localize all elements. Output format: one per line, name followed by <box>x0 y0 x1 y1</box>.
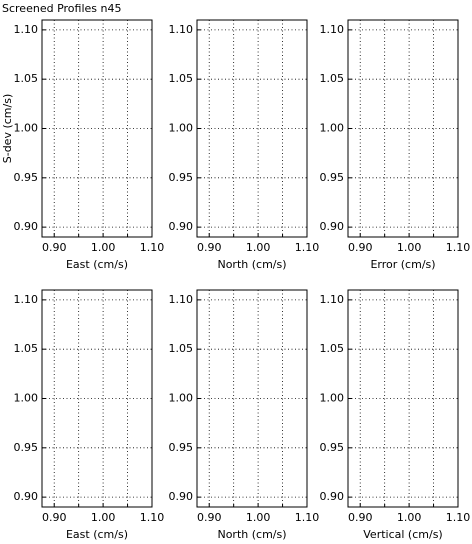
plot-frame <box>347 19 459 238</box>
x-axis-label: East (cm/s) <box>66 528 128 541</box>
x-tick-label: 0.90 <box>348 511 373 524</box>
plot-frame <box>196 289 308 508</box>
y-tick-label: 1.10 <box>169 293 194 306</box>
x-tick-label: 1.10 <box>446 241 471 254</box>
plot-frame <box>41 19 153 238</box>
x-tick-label: 1.00 <box>397 241 422 254</box>
y-tick-label: 1.05 <box>14 342 39 355</box>
x-tick-label: 0.90 <box>348 241 373 254</box>
y-tick-label: 1.10 <box>14 293 39 306</box>
y-tick-label: 1.10 <box>320 23 345 36</box>
x-axis-label: North (cm/s) <box>217 528 286 541</box>
x-tick-label: 1.00 <box>246 511 271 524</box>
x-tick-label: 1.00 <box>246 241 271 254</box>
x-tick-label: 0.90 <box>197 241 222 254</box>
x-tick-label: 0.90 <box>42 241 67 254</box>
y-tick-label: 1.10 <box>320 293 345 306</box>
y-tick-label: 1.10 <box>169 23 194 36</box>
x-tick-label: 0.90 <box>197 511 222 524</box>
y-tick-label: 1.00 <box>320 122 345 135</box>
y-tick-label: 0.95 <box>14 171 39 184</box>
x-tick-label: 1.10 <box>295 241 320 254</box>
y-tick-label: 1.05 <box>169 342 194 355</box>
x-axis-label: East (cm/s) <box>66 258 128 271</box>
x-tick-label: 1.00 <box>397 511 422 524</box>
x-tick-label: 1.00 <box>91 241 116 254</box>
x-axis-label: Error (cm/s) <box>370 258 435 271</box>
x-tick-label: 1.10 <box>295 511 320 524</box>
y-tick-label: 1.00 <box>169 122 194 135</box>
y-tick-label: 1.00 <box>320 392 345 405</box>
x-tick-label: 1.10 <box>140 511 165 524</box>
y-tick-label: 0.95 <box>14 441 39 454</box>
y-tick-label: 0.95 <box>320 441 345 454</box>
y-tick-label: 0.95 <box>169 441 194 454</box>
y-tick-label: 0.90 <box>320 490 345 503</box>
y-tick-label: 1.00 <box>14 392 39 405</box>
y-tick-label: 0.95 <box>169 171 194 184</box>
x-tick-label: 1.10 <box>140 241 165 254</box>
y-tick-label: 1.05 <box>320 72 345 85</box>
plot-frame <box>196 19 308 238</box>
y-tick-label: 0.90 <box>169 490 194 503</box>
plot-frame <box>347 289 459 508</box>
y-axis-label: S-dev (cm/s) <box>1 94 14 164</box>
y-tick-label: 0.95 <box>320 171 345 184</box>
y-tick-label: 1.00 <box>14 122 39 135</box>
y-tick-label: 1.05 <box>14 72 39 85</box>
y-tick-label: 1.05 <box>169 72 194 85</box>
x-axis-label: Vertical (cm/s) <box>363 528 442 541</box>
x-tick-label: 1.10 <box>446 511 471 524</box>
x-tick-label: 1.00 <box>91 511 116 524</box>
y-tick-label: 0.90 <box>169 220 194 233</box>
y-tick-label: 1.00 <box>169 392 194 405</box>
y-tick-label: 0.90 <box>14 490 39 503</box>
x-axis-label: North (cm/s) <box>217 258 286 271</box>
y-tick-label: 1.10 <box>14 23 39 36</box>
y-tick-label: 0.90 <box>320 220 345 233</box>
y-tick-label: 1.05 <box>320 342 345 355</box>
x-tick-label: 0.90 <box>42 511 67 524</box>
y-tick-label: 0.90 <box>14 220 39 233</box>
figure-title: Screened Profiles n45 <box>2 2 121 15</box>
plot-frame <box>41 289 153 508</box>
